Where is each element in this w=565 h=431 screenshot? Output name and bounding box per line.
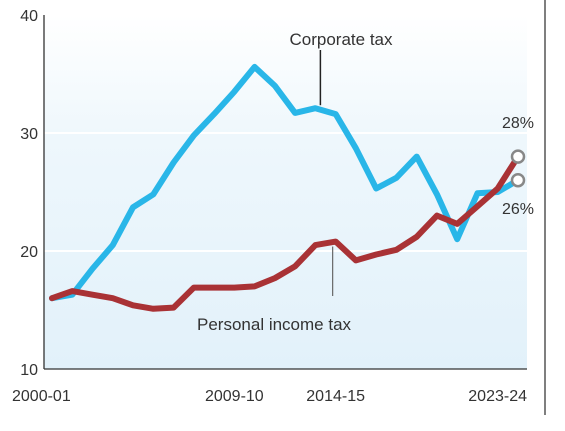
- x-tick-label-2014-15: 2014-15: [306, 388, 365, 405]
- series-line-personal-income-tax: [49, 153, 521, 312]
- end-marker-corporate-tax: [510, 172, 526, 188]
- y-tick-label-20: 20: [20, 244, 38, 261]
- annotations: Corporate tax Personal income tax 28% 26…: [197, 30, 534, 334]
- end-value-label-top: 28%: [502, 115, 534, 132]
- corporate-tax-label: Corporate tax: [290, 30, 393, 49]
- y-tick-label-40: 40: [20, 8, 38, 25]
- series-lines: [49, 63, 521, 312]
- plot-background: [44, 15, 527, 369]
- series-line-corporate-tax: [49, 63, 521, 302]
- personal-income-tax-label: Personal income tax: [197, 315, 352, 334]
- x-tick-label-2009-10: 2009-10: [205, 388, 264, 405]
- axes: [43, 15, 527, 370]
- grid-lines: [44, 14, 527, 252]
- end-value-label-bottom: 26%: [502, 201, 534, 218]
- x-tick-label-2023-24: 2023-24: [468, 388, 527, 405]
- end-markers: [510, 149, 526, 188]
- tick-labels: 10 20 30 40 2000-01 2009-10 2014-15 2023-24: [12, 8, 527, 405]
- x-tick-label-2000-01: 2000-01: [12, 388, 71, 405]
- end-marker-personal-income-tax: [510, 149, 526, 164]
- y-tick-label-10: 10: [20, 362, 38, 379]
- y-tick-label-30: 30: [20, 126, 38, 143]
